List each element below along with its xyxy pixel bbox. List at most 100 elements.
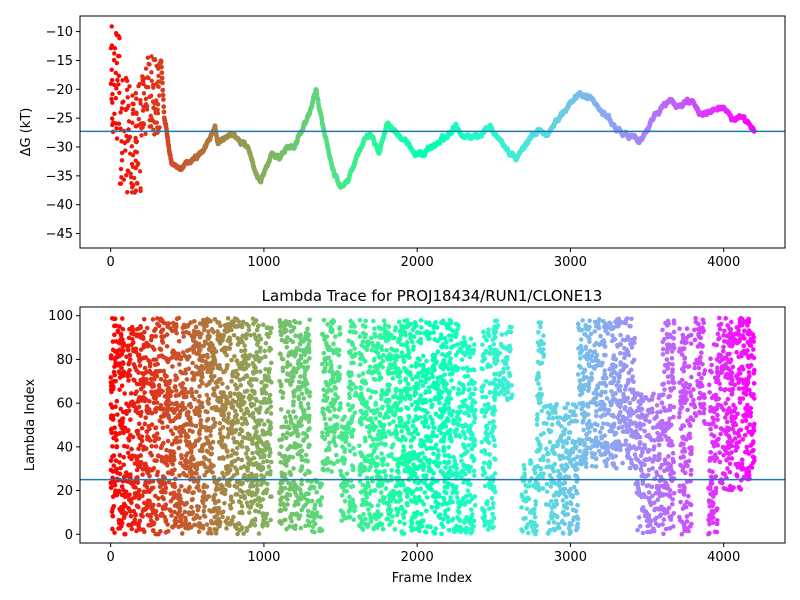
lambda-point <box>237 488 243 493</box>
lambda-point <box>226 411 232 417</box>
lambda-point <box>184 501 189 506</box>
lambda-point <box>148 512 153 518</box>
lambda-point <box>172 467 177 473</box>
lambda-point <box>299 448 305 453</box>
lambda-point <box>110 454 115 459</box>
lambda-point <box>113 378 119 384</box>
lambda-point <box>314 489 320 495</box>
lambda-point <box>166 479 172 485</box>
lambda-point <box>155 316 160 321</box>
lambda-point <box>242 366 247 372</box>
lambda-point <box>320 430 325 435</box>
lambda-point <box>284 419 289 425</box>
delta-g-point <box>133 139 138 144</box>
lambda-point <box>193 411 198 417</box>
lambda-point <box>351 324 356 329</box>
delta-g-point <box>134 96 139 101</box>
lambda-point <box>284 344 290 350</box>
delta-g-point <box>121 177 127 182</box>
lambda-point <box>111 463 117 468</box>
lambda-point <box>111 369 117 375</box>
lambda-point <box>322 356 327 362</box>
lambda-point <box>110 469 116 474</box>
lambda-point <box>332 399 338 404</box>
lambda-point <box>169 471 174 476</box>
lambda-point <box>239 503 245 509</box>
lambda-point <box>132 495 137 500</box>
lambda-point <box>121 409 126 415</box>
lambda-point <box>248 457 254 462</box>
lambda-point <box>307 470 312 475</box>
lambda-point <box>210 366 216 371</box>
lambda-point <box>144 407 149 413</box>
delta-g-point <box>319 117 325 123</box>
lambda-point <box>251 363 257 369</box>
lambda-point <box>307 317 313 323</box>
lambda-point <box>222 501 227 506</box>
lambda-point <box>206 401 211 406</box>
lambda-point <box>205 426 211 431</box>
x-tick-label: 4000 <box>707 255 740 270</box>
lambda-point <box>134 406 140 411</box>
lambda-point <box>351 427 356 433</box>
delta-g-point <box>129 185 135 190</box>
lambda-point <box>196 529 202 535</box>
lambda-point <box>193 515 198 521</box>
lambda-point <box>121 462 126 468</box>
lambda-point <box>208 340 214 346</box>
lambda-point <box>283 322 289 328</box>
lambda-point <box>240 319 246 325</box>
delta-g-point <box>112 82 117 88</box>
lambda-point <box>120 326 126 332</box>
lambda-point <box>163 393 169 399</box>
delta-g-point <box>154 120 159 125</box>
lambda-point <box>386 414 391 420</box>
lambda-point <box>119 504 124 510</box>
lambda-point <box>195 351 201 357</box>
lambda-point <box>145 498 151 503</box>
lambda-point <box>242 358 247 363</box>
lambda-point <box>134 528 139 534</box>
lambda-point <box>205 416 211 422</box>
lambda-point <box>194 331 200 337</box>
lambda-point <box>201 327 207 333</box>
lambda-point <box>228 453 234 458</box>
lambda-point <box>158 347 164 352</box>
lambda-point <box>148 410 154 415</box>
lambda-point <box>253 368 259 374</box>
delta-g-point <box>135 181 140 186</box>
lambda-point <box>351 360 356 366</box>
lambda-point <box>286 353 291 358</box>
lambda-point <box>298 443 303 449</box>
lambda-point <box>256 531 262 536</box>
lambda-point <box>109 430 114 436</box>
lambda-point <box>182 509 188 515</box>
lambda-point <box>239 457 245 463</box>
lambda-point <box>285 371 291 377</box>
lambda-point <box>204 484 210 489</box>
lambda-point <box>150 391 156 396</box>
lambda-point <box>212 317 218 322</box>
y-tick-label: −25 <box>46 112 73 127</box>
lambda-point <box>184 377 190 382</box>
lambda-point <box>211 474 217 480</box>
delta-g-y-ticks: −45−40−35−30−25−20−15−10 <box>46 25 80 242</box>
delta-g-point <box>160 97 166 102</box>
lambda-point <box>307 426 312 431</box>
lambda-point <box>299 457 305 463</box>
lambda-point <box>280 395 285 400</box>
lambda-point <box>206 458 212 463</box>
lambda-point <box>252 508 258 514</box>
lambda-point <box>127 476 133 482</box>
lambda-point <box>163 454 169 459</box>
lambda-point <box>249 395 254 400</box>
lambda-point <box>116 369 122 374</box>
delta-g-point <box>118 110 123 115</box>
lambda-point <box>305 401 311 407</box>
lambda-point <box>228 506 234 511</box>
lambda-point <box>260 465 266 470</box>
y-tick-label: −20 <box>46 83 73 98</box>
lambda-point <box>280 480 285 485</box>
lambda-point <box>183 518 189 523</box>
lambda-point <box>160 474 166 479</box>
